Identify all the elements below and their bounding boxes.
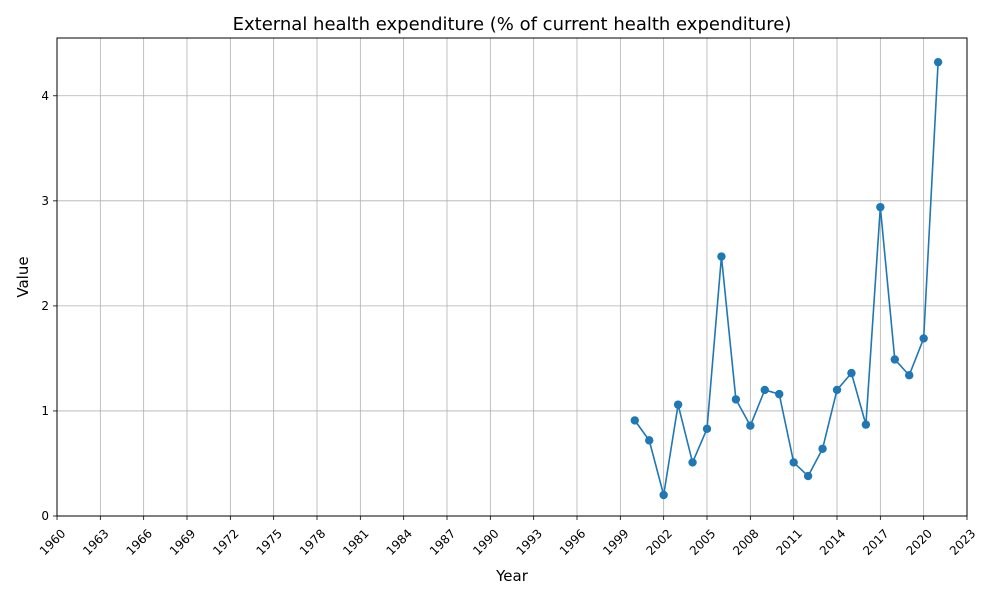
data-point — [847, 368, 856, 378]
data-point — [832, 385, 842, 395]
data-point — [645, 436, 654, 445]
data-point — [890, 355, 899, 364]
data-point — [717, 252, 726, 261]
data-point — [818, 444, 827, 453]
y-axis-label: Value — [14, 256, 32, 297]
data-point — [659, 490, 668, 500]
chart-title: External health expenditure (% of curren… — [233, 14, 792, 35]
series-line — [634, 62, 939, 496]
data-point — [775, 389, 784, 399]
data-point — [789, 458, 798, 467]
data-point — [919, 334, 928, 343]
x-axis-label: Year — [495, 567, 529, 585]
y-axis-ticks: 0 1 2 3 4 — [41, 89, 57, 523]
data-point — [702, 424, 712, 434]
data-point — [630, 416, 639, 425]
data-point — [673, 400, 683, 409]
data-point — [746, 421, 755, 430]
data-point — [905, 371, 914, 380]
y-tick-label: 2 — [41, 299, 49, 313]
y-tick-label: 1 — [41, 404, 49, 418]
plot-frame — [56, 37, 968, 517]
y-tick-label: 4 — [41, 89, 49, 103]
data-point — [688, 458, 697, 467]
series-layer — [630, 57, 943, 500]
data-point — [933, 57, 943, 67]
data-point — [876, 202, 885, 212]
y-tick-label: 0 — [41, 509, 49, 523]
data-point — [760, 385, 769, 395]
data-point — [803, 471, 813, 481]
data-point — [731, 395, 741, 404]
data-point — [861, 420, 871, 429]
y-tick-label: 3 — [41, 194, 49, 208]
